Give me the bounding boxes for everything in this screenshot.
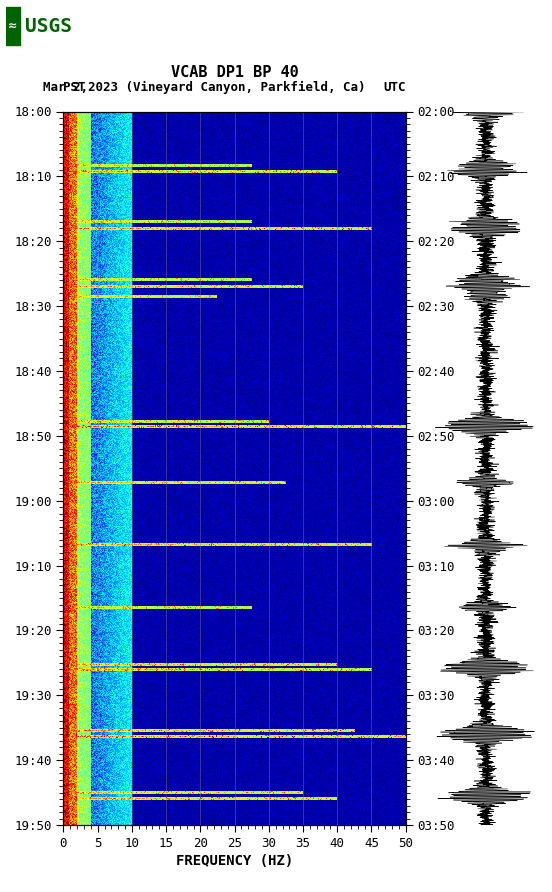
Text: VCAB DP1 BP 40: VCAB DP1 BP 40	[171, 65, 299, 80]
Text: UTC: UTC	[383, 80, 406, 94]
Text: USGS: USGS	[25, 17, 72, 37]
Text: Mar 2,2023 (Vineyard Canyon, Parkfield, Ca): Mar 2,2023 (Vineyard Canyon, Parkfield, …	[43, 80, 365, 94]
Text: PST: PST	[63, 80, 86, 94]
Text: ≈: ≈	[8, 21, 18, 31]
Bar	[6, 7, 20, 45]
X-axis label: FREQUENCY (HZ): FREQUENCY (HZ)	[176, 854, 293, 868]
